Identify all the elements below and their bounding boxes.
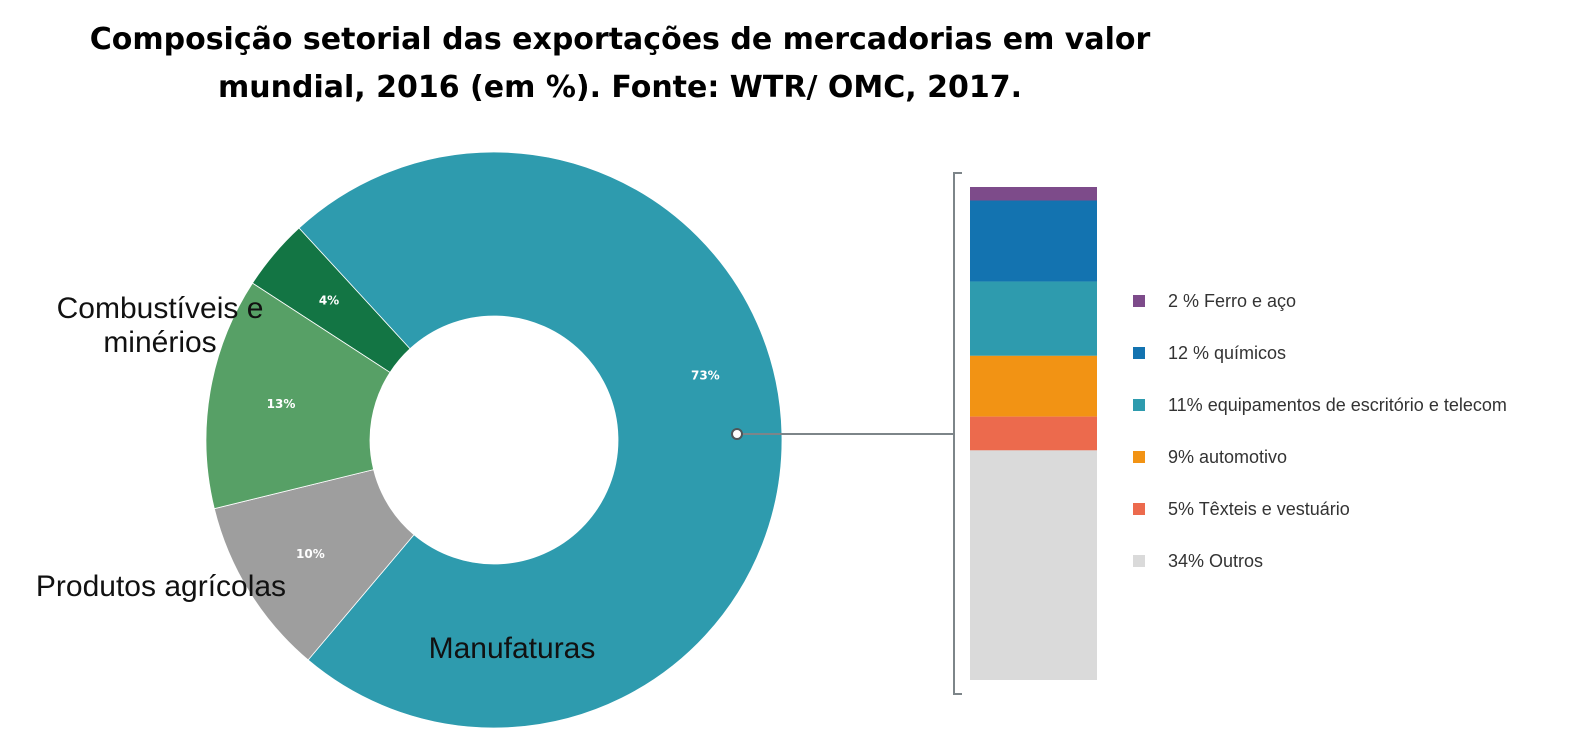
legend-swatch: [1133, 555, 1145, 567]
slice-value-label: 73%: [691, 368, 720, 382]
pie-slice-manufaturas: [298, 151, 783, 729]
legend-swatch: [1133, 295, 1145, 307]
connector-dot: [731, 428, 743, 440]
breakdown-connector: [731, 172, 962, 695]
category-label-manufaturas: Manufaturas: [429, 632, 596, 665]
chart-title: Composição setorial das exportações de m…: [0, 16, 1240, 112]
legend-label: 2 % Ferro e aço: [1168, 291, 1296, 311]
bar-segment-12-quimicos: [970, 200, 1097, 282]
legend-swatch: [1133, 399, 1145, 411]
legend-swatch: [1133, 347, 1145, 359]
breakdown-stacked-bar: [970, 187, 1097, 680]
legend-swatch: [1133, 503, 1145, 515]
category-label-produtos-agricolas: Produtos agrícolas: [36, 570, 286, 603]
slice-value-label: 13%: [267, 397, 296, 411]
slice-value-label: 4%: [319, 294, 339, 308]
donut-chart: 4% 73% 10% 13%: [205, 151, 783, 729]
legend-label: 12 % químicos: [1168, 343, 1286, 363]
bracket: [953, 172, 962, 695]
category-labels: Manufaturas Produtos agrícolas Combustívei…: [36, 292, 595, 665]
slice-value-label: 10%: [296, 547, 325, 561]
category-label-combustiveis-line-1: Combustíveis e: [57, 292, 264, 325]
bar-segment-11-equipamentos-de-escritorio-e-telecom: [970, 281, 1097, 356]
bar-segment-5-texteis-e-vestuario: [970, 416, 1097, 451]
legend-label: 9% automotivo: [1168, 447, 1287, 467]
legend-label: 11% equipamentos de escritório e telecom: [1168, 395, 1507, 415]
bar-segment-34-outros: [970, 450, 1097, 680]
pie-slice-combustiveis-e-minerios: [205, 282, 391, 510]
legend-swatch: [1133, 451, 1145, 463]
legend-label: 34% Outros: [1168, 551, 1263, 571]
chart-title-line-1: Composição setorial das exportações de m…: [89, 22, 1151, 57]
category-label-combustiveis-line-2: minérios: [103, 326, 216, 359]
chart-title-line-2: mundial, 2016 (em %). Fonte: WTR/ OMC, 2…: [218, 70, 1022, 105]
bar-segment-9-automotivo: [970, 355, 1097, 417]
legend-label: 5% Têxteis e vestuário: [1168, 499, 1350, 519]
breakdown-legend: 2 % Ferro e aço 12 % químicos 11% equipame…: [1133, 291, 1507, 571]
bar-segment-2-ferro-e-aco: [970, 187, 1097, 201]
